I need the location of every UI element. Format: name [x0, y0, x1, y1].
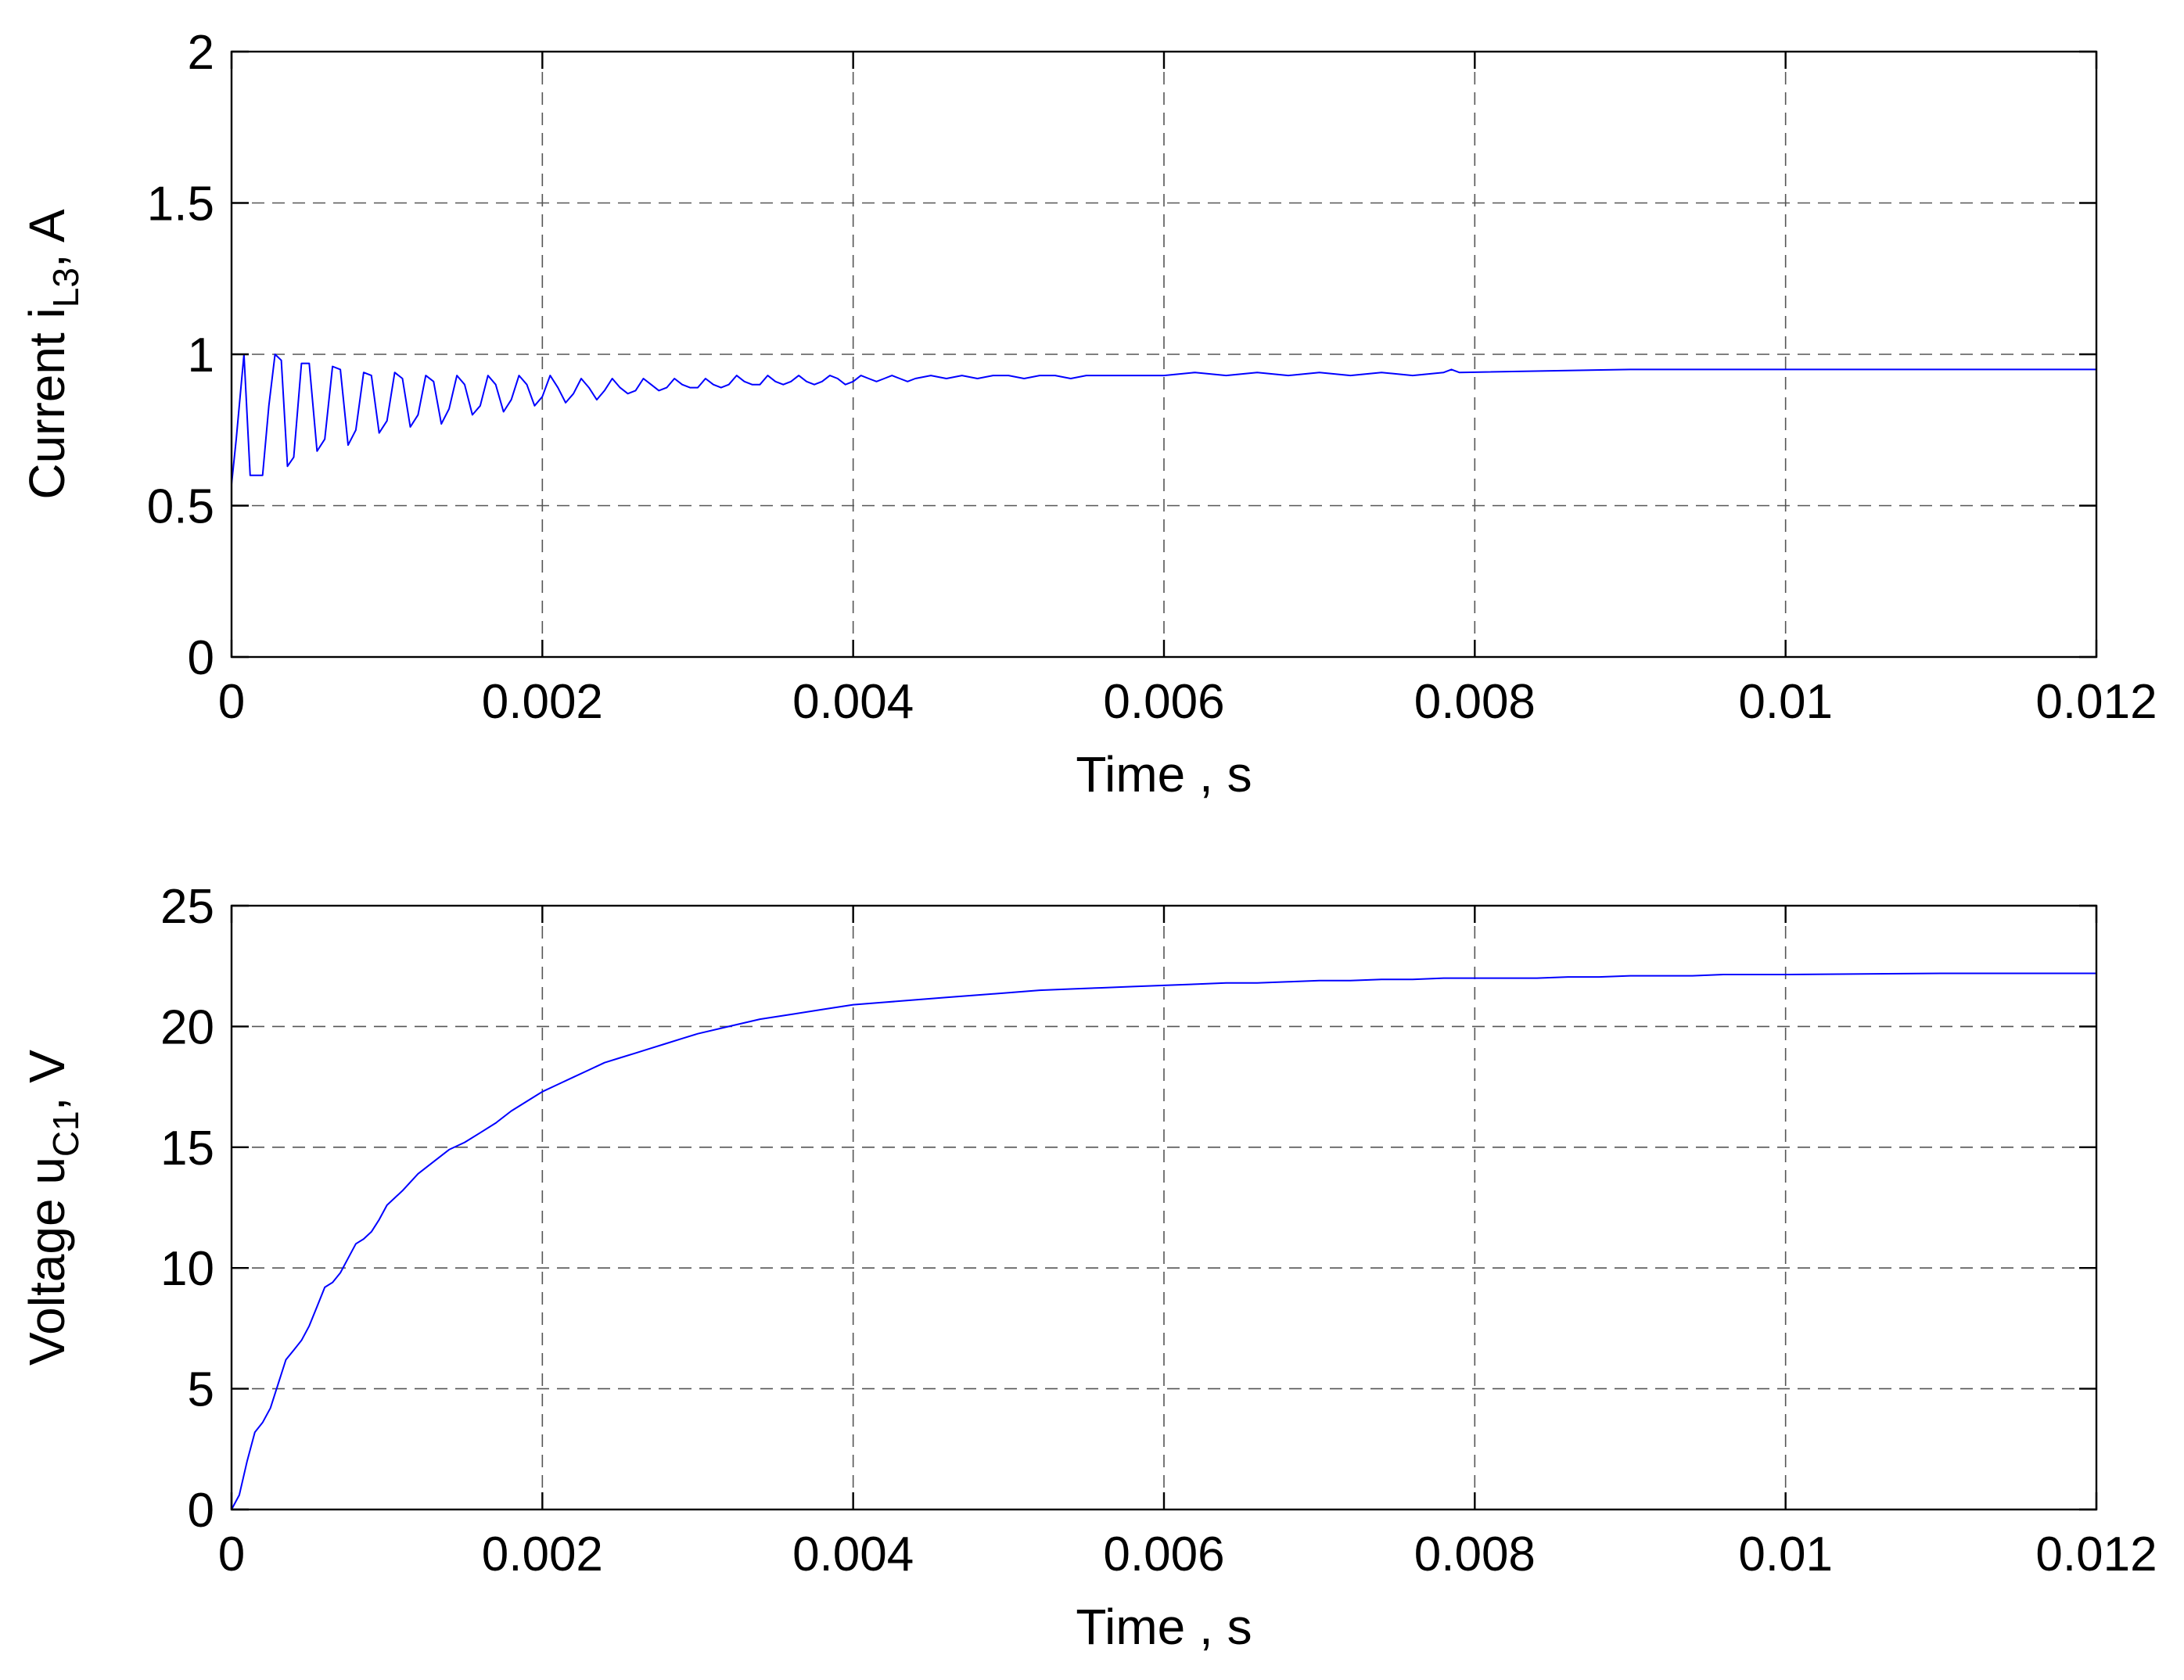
x-tick-label: 0.002	[482, 675, 603, 729]
x-tick-label: 0	[218, 1527, 245, 1581]
x-axis-label: Time , s	[1076, 746, 1252, 802]
x-axis-label: Time , s	[1076, 1599, 1252, 1655]
y-tick-label: 10	[160, 1242, 214, 1296]
y-axis-label-subscript: C1	[45, 1111, 86, 1157]
x-tick-label: 0.01	[1738, 675, 1833, 729]
y-axis-label-unit: , A	[19, 209, 75, 267]
y-axis-label-main: Voltage u	[19, 1157, 75, 1366]
x-tick-label: 0.008	[1414, 675, 1536, 729]
x-tick-label: 0.006	[1103, 1527, 1224, 1581]
x-tick-label: 0.004	[792, 675, 914, 729]
x-tick-label: 0.01	[1738, 1527, 1833, 1581]
series-line-1	[231, 972, 2096, 1510]
y-axis-label: Voltage uC1, V	[19, 1050, 86, 1366]
x-tick-label: 0.002	[482, 1527, 603, 1581]
y-tick-label: 15	[160, 1122, 214, 1176]
y-tick-label: 1	[188, 328, 214, 382]
y-tick-label: 0	[188, 631, 214, 685]
chart-panel-1: 0 0.002 0.004 0.006 0.008 0.01 0.012 0 0.5 1 1.5 2 T…	[19, 26, 2157, 802]
series-line-1	[231, 354, 2096, 485]
x-tick-label: 0	[218, 675, 245, 729]
y-tick-label: 20	[160, 1000, 214, 1054]
y-axis-label-main: Current i	[19, 307, 75, 499]
x-tick-label: 0.008	[1414, 1527, 1536, 1581]
x-tick-label: 0.004	[792, 1527, 914, 1581]
y-axis-label: Current iL3, A	[19, 209, 86, 500]
plot-area	[232, 906, 2096, 1509]
x-tick-label: 0.012	[2035, 1527, 2157, 1581]
chart-panel-2: 0 0.002 0.004 0.006 0.008 0.01 0.012 0 5 10 15 20 25…	[19, 880, 2157, 1655]
y-tick-label: 5	[188, 1363, 214, 1417]
y-tick-label: 0.5	[147, 480, 214, 534]
y-tick-label: 0	[188, 1484, 214, 1538]
y-tick-label: 1.5	[147, 178, 214, 232]
x-tick-label: 0.006	[1103, 675, 1224, 729]
y-axis-label-unit: , V	[19, 1050, 75, 1111]
y-axis-label-subscript: L3	[45, 267, 86, 307]
y-tick-label: 2	[188, 26, 214, 80]
x-tick-label: 0.012	[2035, 675, 2157, 729]
y-tick-label: 25	[160, 880, 214, 934]
